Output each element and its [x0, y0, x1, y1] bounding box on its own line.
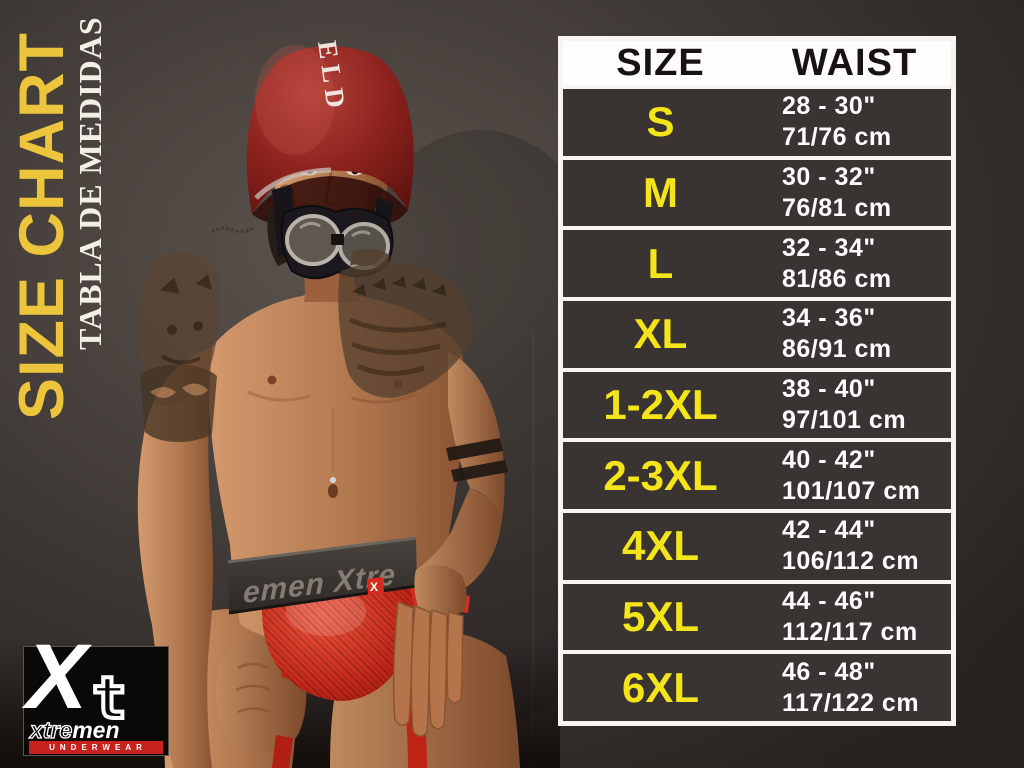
- armband: [446, 438, 503, 461]
- size-label: XL: [633, 310, 688, 358]
- waist-cm: 97/101 cm: [782, 406, 907, 435]
- size-table: SIZE WAIST S 28 - 30" 71/76 cm M 30 - 32…: [558, 36, 956, 726]
- size-label: 4XL: [621, 522, 700, 570]
- waist-cm: 106/112 cm: [782, 547, 920, 576]
- logo-tagline: UNDERWEAR: [29, 741, 163, 754]
- brand-logo: X t xtremen UNDERWEAR: [23, 631, 169, 756]
- column-header-waist: WAIST: [791, 41, 918, 84]
- jockstrap: emen Xtre X: [227, 536, 470, 768]
- table-row: 5XL 44 - 46" 112/117 cm: [563, 583, 951, 651]
- size-label: 2-3XL: [603, 451, 718, 499]
- waist-cm: 71/76 cm: [782, 123, 892, 152]
- waist-value: 32 - 34" 81/86 cm: [758, 230, 951, 297]
- table-row: 2-3XL 40 - 42" 101/107 cm: [563, 442, 951, 510]
- table-row: XL 34 - 36" 86/91 cm: [563, 301, 951, 368]
- armband: [451, 460, 508, 482]
- navel-piercing: [330, 477, 336, 483]
- tattoos: [139, 225, 472, 443]
- waist-cm: 86/91 cm: [782, 335, 892, 364]
- right-arm: [137, 348, 213, 768]
- column-header-size: SIZE: [616, 41, 705, 84]
- waist-inches: 42 - 44": [782, 516, 876, 545]
- table-row: 1-2XL 38 - 40" 97/101 cm: [563, 371, 951, 439]
- waist-cm: 76/81 cm: [782, 194, 892, 222]
- waistband-tag-x: X: [370, 580, 378, 594]
- table-row: 6XL 46 - 48" 117/122 cm: [563, 654, 951, 722]
- table-row: S 28 - 30" 71/76 cm: [563, 89, 951, 156]
- waist-value: 40 - 42" 101/107 cm: [758, 442, 951, 509]
- logo-wordmark-outline: xtre: [29, 717, 73, 743]
- waist-inches: 44 - 46": [782, 587, 876, 616]
- waist-inches: 32 - 34": [782, 233, 876, 262]
- table-row: 4XL 42 - 44" 106/112 cm: [563, 513, 951, 580]
- waist-value: 42 - 44" 106/112 cm: [758, 513, 951, 580]
- waist-inches: 34 - 36": [782, 304, 876, 333]
- size-label: 6XL: [621, 663, 700, 711]
- waist-value: 38 - 40" 97/101 cm: [758, 372, 951, 439]
- size-label: S: [646, 98, 675, 146]
- waist-cm: 112/117 cm: [782, 618, 918, 647]
- size-label: M: [643, 169, 678, 216]
- waist-inches: 30 - 32": [782, 163, 876, 191]
- waist-cm: 101/107 cm: [782, 476, 921, 505]
- logo-wordmark: xtremen: [29, 717, 120, 743]
- size-table-body: S 28 - 30" 71/76 cm M 30 - 32" 76/81 cm: [563, 85, 951, 722]
- left-hand-fingers: [392, 600, 464, 737]
- page-subtitle: TABLA DE MEDIDAS: [72, 16, 108, 350]
- left-arm: [448, 352, 505, 520]
- logo-wordmark-solid: men: [72, 717, 120, 743]
- navel: [328, 484, 338, 498]
- waist-cm: 81/86 cm: [782, 264, 892, 293]
- waist-inches: 28 - 30": [782, 92, 876, 121]
- leg-strap: [272, 735, 293, 768]
- waist-value: 46 - 48" 117/122 cm: [758, 654, 951, 721]
- waist-value: 28 - 30" 71/76 cm: [758, 89, 951, 156]
- size-table-header: SIZE WAIST: [563, 41, 951, 85]
- tribal-armband-tattoo: [140, 364, 217, 443]
- logo-monogram-t: t: [90, 664, 129, 732]
- nipple: [267, 375, 277, 385]
- left-hand-palm: [414, 565, 467, 622]
- model-figure: ELD: [137, 39, 520, 768]
- waist-value: 44 - 46" 112/117 cm: [758, 584, 951, 651]
- size-label: L: [647, 239, 674, 287]
- table-row: L 32 - 34" 81/86 cm: [563, 230, 951, 298]
- logo-monogram-x: X: [26, 626, 88, 728]
- page-title: SIZE CHART: [7, 32, 77, 420]
- size-label: 5XL: [621, 593, 700, 641]
- waist-inches: 40 - 42": [782, 445, 876, 474]
- waist-value: 34 - 36" 86/91 cm: [758, 301, 951, 368]
- waist-value: 30 - 32" 76/81 cm: [758, 160, 951, 227]
- waist-cm: 117/122 cm: [782, 688, 920, 717]
- size-label: 1-2XL: [603, 381, 718, 429]
- waist-inches: 46 - 48": [782, 657, 876, 686]
- waistband-tag: [367, 577, 384, 595]
- waist-inches: 38 - 40": [782, 375, 876, 404]
- table-row: M 30 - 32" 76/81 cm: [563, 159, 951, 227]
